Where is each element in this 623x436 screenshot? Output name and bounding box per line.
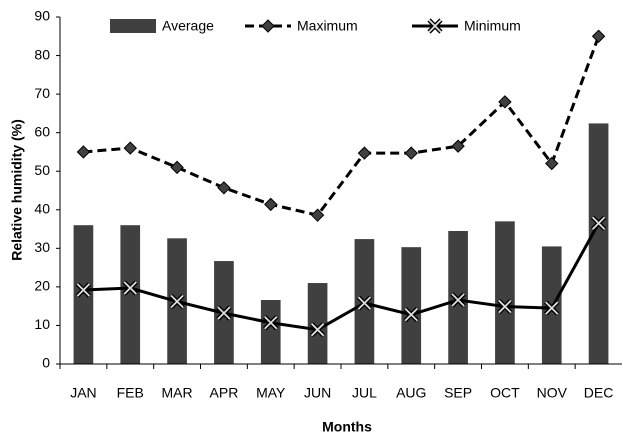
x-tick-label: NOV xyxy=(537,385,568,401)
y-tick-label: 80 xyxy=(34,46,50,62)
point xyxy=(217,181,231,195)
point xyxy=(356,295,373,311)
legend-marker xyxy=(261,19,275,33)
y-tick-label: 0 xyxy=(42,355,50,371)
x-tick-label: SEP xyxy=(444,385,472,401)
line xyxy=(83,35,600,217)
x-tick-label: JUN xyxy=(304,385,331,401)
y-tick-label: 20 xyxy=(34,278,50,294)
legend-label: Maximum xyxy=(297,18,358,34)
bar xyxy=(73,225,94,364)
point xyxy=(310,208,325,222)
marker-stroke xyxy=(451,293,465,307)
point xyxy=(450,292,466,308)
x-tick-label: APR xyxy=(210,385,239,401)
point xyxy=(357,146,372,160)
point xyxy=(122,280,138,296)
point xyxy=(216,305,232,321)
legend-swatch xyxy=(110,19,156,33)
marker-stroke xyxy=(428,19,442,33)
point xyxy=(123,141,137,155)
marker-stroke xyxy=(498,299,512,314)
marker-stroke xyxy=(170,294,184,309)
point xyxy=(263,315,279,331)
y-tick-label: 30 xyxy=(34,239,50,255)
x-tick-label: AUG xyxy=(396,385,426,401)
x-tick-label: JAN xyxy=(70,385,96,401)
legend-label: Minimum xyxy=(464,18,521,34)
bar xyxy=(588,123,609,364)
x-tick-label: DEC xyxy=(584,385,614,401)
point xyxy=(545,156,559,171)
point xyxy=(169,293,185,310)
point xyxy=(404,146,418,160)
point xyxy=(403,307,419,323)
y-tick-label: 50 xyxy=(34,162,50,178)
marker-stroke xyxy=(310,323,325,337)
point xyxy=(590,215,607,231)
x-tick-label: OCT xyxy=(490,385,520,401)
point xyxy=(451,139,465,153)
bar xyxy=(307,283,328,364)
bar xyxy=(401,247,422,364)
marker-stroke xyxy=(357,296,372,310)
marker-stroke xyxy=(545,301,559,315)
point xyxy=(309,322,326,338)
y-axis-label: Relative humidity (%) xyxy=(9,119,25,261)
point xyxy=(544,300,560,316)
y-tick-label: 70 xyxy=(34,85,50,101)
marker-stroke xyxy=(217,306,231,320)
point xyxy=(498,95,512,109)
point xyxy=(497,298,513,315)
legend-marker xyxy=(427,18,443,34)
point xyxy=(76,145,91,159)
x-tick-label: MAR xyxy=(162,385,193,401)
y-tick-label: 60 xyxy=(34,123,50,139)
marker-stroke xyxy=(264,316,278,330)
marker-stroke xyxy=(123,281,137,295)
y-tick-label: 10 xyxy=(34,316,50,332)
point xyxy=(591,29,606,43)
point xyxy=(264,197,278,212)
marker-stroke xyxy=(591,216,606,230)
y-tick-label: 40 xyxy=(34,200,50,216)
bar xyxy=(495,221,515,364)
point xyxy=(170,160,184,175)
x-tick-label: MAY xyxy=(256,385,286,401)
x-tick-label: FEB xyxy=(117,385,144,401)
x-tick-label: JUL xyxy=(352,385,377,401)
marker-stroke xyxy=(76,283,91,297)
point xyxy=(75,282,92,298)
bar xyxy=(260,299,281,364)
x-axis-label: Months xyxy=(322,419,372,435)
line xyxy=(83,222,600,332)
legend-label: Average xyxy=(162,18,214,34)
marker-stroke xyxy=(404,308,418,322)
y-tick-label: 90 xyxy=(34,8,50,24)
bar xyxy=(120,225,141,364)
